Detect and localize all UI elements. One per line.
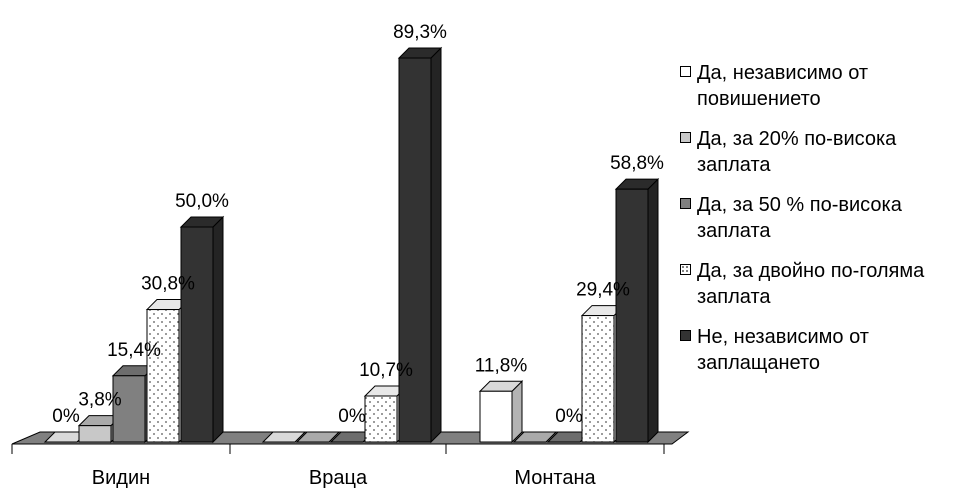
bar-front [581,315,615,443]
bar-front [112,375,146,443]
legend-label: Да, за 50 % по-висока заплата [697,194,902,242]
data-label: 0% [52,406,80,427]
bar-front [78,425,112,443]
bar-front [398,57,432,443]
bar [179,215,225,444]
bar-side [430,46,442,444]
data-label: 15,4% [107,340,161,361]
legend-item: Да, независимо от повишението [680,60,961,112]
data-label: 89,3% [393,22,447,43]
legend-label: Да, независимо от повишението [697,62,869,110]
legend-item: Да, за двойно по-голяма заплата [680,258,961,310]
legend-label: Да, за 20% по-висока заплата [697,128,897,176]
legend-label: Да, за двойно по-голяма заплата [697,260,925,308]
data-label: 3,8% [78,390,121,411]
bar [614,177,660,444]
bar-side [647,177,659,444]
category-label: Враца [309,467,368,489]
legend-swatch-gray [680,198,691,209]
legend-swatch-dark [680,330,691,341]
bar [397,46,443,444]
legend-swatch-white [680,66,691,77]
bar [512,431,558,443]
bar-front [479,390,513,443]
category-label: Видин [92,467,150,489]
data-label: 0% [338,406,366,427]
data-label: 0% [555,406,583,427]
bar-top [295,431,341,443]
legend-swatch-dots [680,264,691,275]
bar-side [212,215,224,444]
bar-front [180,226,214,443]
bar [261,431,307,443]
legend-label: Не, независимо от заплащането [697,326,869,374]
legend-swatch-lightgray [680,132,691,143]
data-label: 11,8% [475,355,528,376]
legend-item: Да, за 20% по-висока заплата [680,126,961,178]
data-label: 10,7% [359,360,413,381]
bar [478,380,524,444]
legend: Да, независимо от повишението Да, за 20%… [680,60,961,390]
data-label: 58,8% [610,153,664,174]
bar [295,431,341,443]
legend-item: Да, за 50 % по-висока заплата [680,192,961,244]
bar-front [615,188,649,443]
legend-item: Не, независимо от заплащането [680,324,961,376]
bar-front [146,309,180,443]
bar-top [261,431,307,443]
bar-top [512,431,558,443]
data-label: 50,0% [175,191,229,212]
category-label: Монтана [514,467,596,489]
data-label: 29,4% [576,280,630,301]
bar-front [364,395,398,443]
data-label: 30,8% [141,274,195,295]
